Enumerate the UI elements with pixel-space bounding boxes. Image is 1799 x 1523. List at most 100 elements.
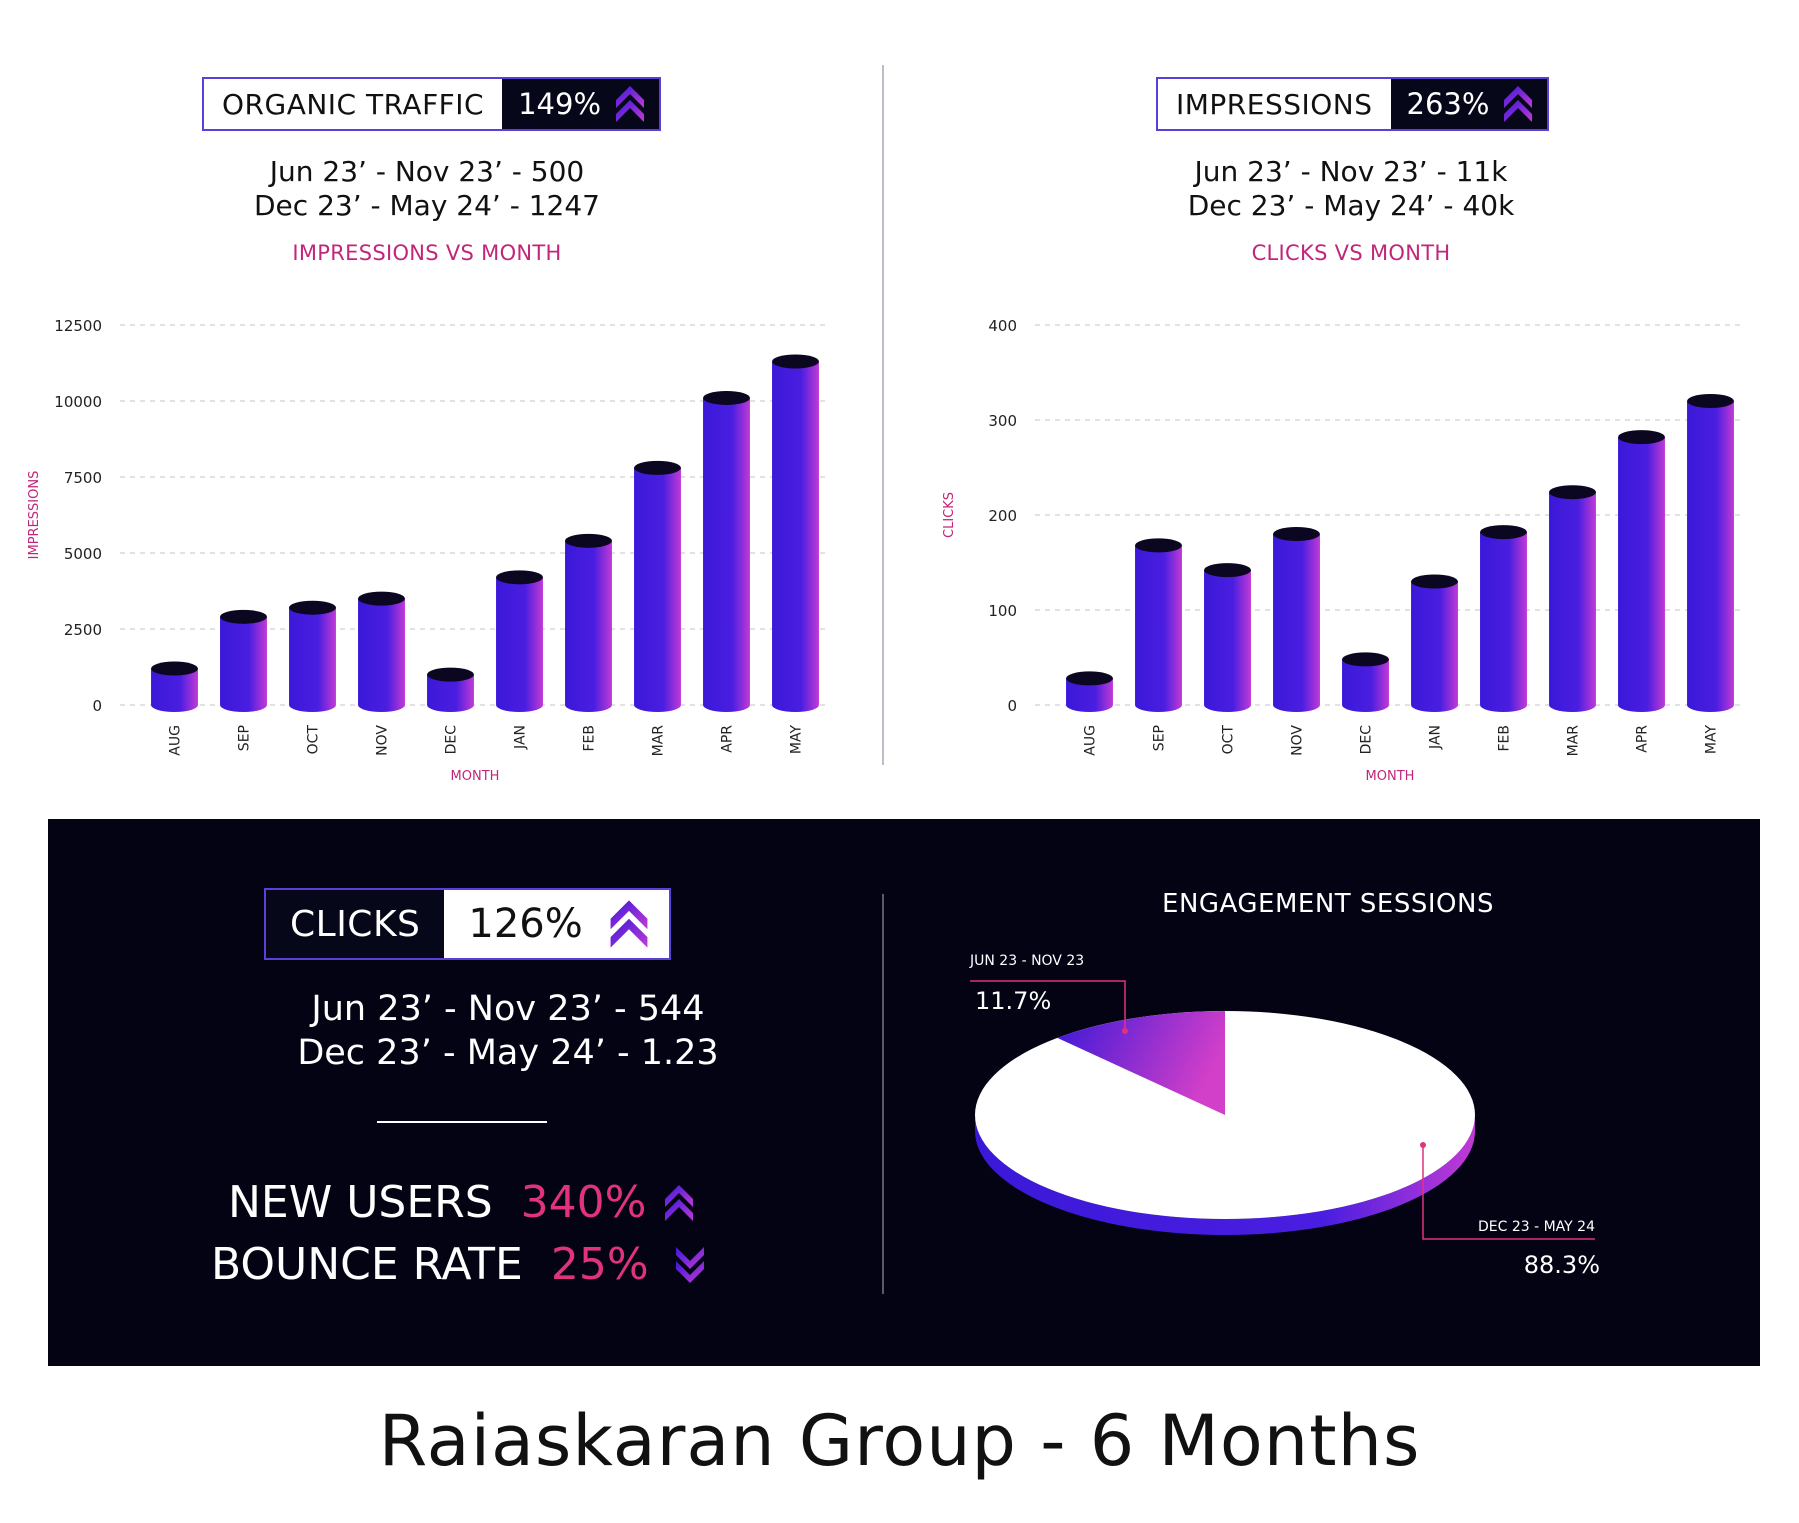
bar-cap	[289, 600, 336, 615]
leader-line-2	[1422, 1145, 1595, 1240]
leader-dot-1	[1122, 1028, 1128, 1034]
bar-jan	[1411, 581, 1458, 712]
y-tick-label: 10000	[54, 393, 102, 411]
bar-cap	[565, 533, 612, 548]
impressions-bar-chart: 0 2500 5000 7500 10000 12500 AUG SEP OCT NOV DEC JA…	[27, 317, 830, 784]
new-users-value: 340%	[520, 1177, 647, 1228]
bar-sep	[1135, 545, 1182, 712]
organic-range-1: Jun 23’ - Nov 23’ - 500	[269, 155, 585, 188]
divider-top	[882, 65, 884, 765]
summary-panel: CLICKS 126% Jun 23’ - Nov 23’ - 544 Dec …	[48, 819, 1760, 1366]
x-tick-label: MAY	[1704, 725, 1720, 755]
chevron-up-icon	[665, 1184, 694, 1221]
bar-cap	[1342, 652, 1389, 667]
bounce-rate-value: 25%	[550, 1239, 649, 1290]
x-tick-label: APR	[720, 725, 736, 753]
pie-label-2: DEC 23 - MAY 24	[1478, 1219, 1595, 1235]
bar-cap	[1273, 527, 1320, 541]
clicks-range-1: Jun 23’ - Nov 23’ - 544	[311, 989, 705, 1029]
x-tick-label: FEB	[1497, 725, 1513, 752]
x-tick-label: NOV	[1290, 725, 1306, 756]
y-tick-label: 300	[988, 412, 1017, 430]
clicks-underline	[377, 1121, 547, 1123]
x-tick-label: FEB	[582, 725, 598, 752]
organic-traffic-percent: 149%	[518, 87, 602, 121]
chart-2-title: CLICKS VS MONTH	[1251, 241, 1451, 265]
bounce-rate-label: BOUNCE RATE	[211, 1239, 523, 1290]
y-tick-label: 100	[988, 602, 1017, 620]
y-tick-label: 5000	[64, 545, 102, 563]
new-users-label: NEW USERS	[228, 1177, 493, 1228]
clicks-badge: CLICKS 126%	[264, 888, 671, 960]
bar-mar	[1549, 492, 1596, 712]
double-chevron-up-icon	[610, 900, 648, 948]
leader-line-1	[970, 980, 1126, 1031]
double-chevron-up-icon	[1504, 86, 1533, 122]
clicks-range-2: Dec 23’ - May 24’ - 1.23	[297, 1033, 719, 1073]
x-tick-label: DEC	[1359, 725, 1375, 755]
pie-value-1: 11.7%	[975, 987, 1051, 1015]
footer-title: Raiaskaran Group - 6 Months	[378, 1400, 1421, 1482]
y-tick-label: 0	[92, 697, 102, 715]
bar-cap	[772, 354, 819, 369]
bar-cap	[1204, 563, 1251, 578]
double-chevron-up-icon	[616, 86, 645, 122]
x-tick-label: MAY	[789, 725, 805, 755]
bar-cap	[220, 609, 267, 624]
bar-cap	[151, 661, 198, 676]
bar-sep	[220, 616, 267, 712]
bar-cap	[703, 390, 750, 405]
leader-dot-2	[1420, 1142, 1426, 1148]
bar-cap	[1480, 525, 1527, 540]
bar-oct	[1204, 570, 1251, 712]
bar-apr	[1618, 437, 1665, 712]
y-axis-label: IMPRESSIONS	[27, 471, 42, 560]
engagement-pie-chart: JUN 23 - NOV 23 11.7% DEC 23 - MAY 24 88.3%	[969, 953, 1600, 1279]
pie-label-1: JUN 23 - NOV 23	[969, 953, 1084, 969]
x-axis-label: MONTH	[451, 769, 500, 784]
x-tick-label: DEC	[444, 725, 460, 755]
clicks-percent: 126%	[468, 901, 583, 947]
bar-apr	[703, 397, 750, 712]
bar-nov	[358, 598, 405, 712]
bar-dec	[427, 674, 474, 712]
bar-cap	[1411, 574, 1458, 589]
x-tick-label: OCT	[306, 725, 322, 755]
impressions-label: IMPRESSIONS	[1158, 79, 1391, 129]
x-tick-label: OCT	[1221, 725, 1237, 755]
y-axis-label: CLICKS	[942, 492, 957, 538]
y-tick-label: 12500	[54, 317, 102, 335]
divider-bottom	[882, 894, 884, 1294]
y-tick-label: 2500	[64, 621, 102, 639]
y-tick-label: 200	[988, 507, 1017, 525]
bar-cap	[427, 667, 474, 682]
clicks-label: CLICKS	[266, 890, 445, 958]
bar-cap	[1618, 430, 1665, 445]
impressions-percent: 263%	[1406, 87, 1490, 121]
x-tick-label: AUG	[168, 725, 184, 756]
new-users-stat: NEW USERS 340%	[228, 1177, 694, 1228]
pie-value-2: 88.3%	[1524, 1251, 1600, 1279]
bar-aug	[151, 668, 198, 712]
bar-nov	[1273, 534, 1320, 712]
bar-may	[772, 361, 819, 712]
bar-cap	[634, 460, 681, 475]
bar-jan	[496, 577, 543, 712]
bar-may	[1687, 401, 1734, 712]
chevron-down-icon	[675, 1246, 704, 1283]
clicks-bar-chart: 0 100 200 300 400 AUG SEP OCT NOV DEC JAN FEB MAR APR…	[942, 317, 1745, 784]
organic-range-2: Dec 23’ - May 24’ - 1247	[254, 189, 600, 222]
x-tick-label: MAR	[1566, 725, 1582, 757]
x-tick-label: JAN	[513, 725, 529, 750]
y-tick-label: 0	[1007, 697, 1017, 715]
bar-oct	[289, 607, 336, 712]
x-tick-label: MAR	[651, 725, 667, 757]
x-tick-label: SEP	[1152, 725, 1168, 751]
y-tick-label: 7500	[64, 469, 102, 487]
bar-cap	[1135, 538, 1182, 553]
bar-cap	[496, 570, 543, 585]
pie-slice-jun23-nov23	[1057, 1011, 1225, 1115]
y-tick-label: 400	[988, 317, 1017, 335]
bounce-rate-stat: BOUNCE RATE 25%	[211, 1239, 705, 1290]
chart-1-title: IMPRESSIONS VS MONTH	[292, 241, 562, 265]
